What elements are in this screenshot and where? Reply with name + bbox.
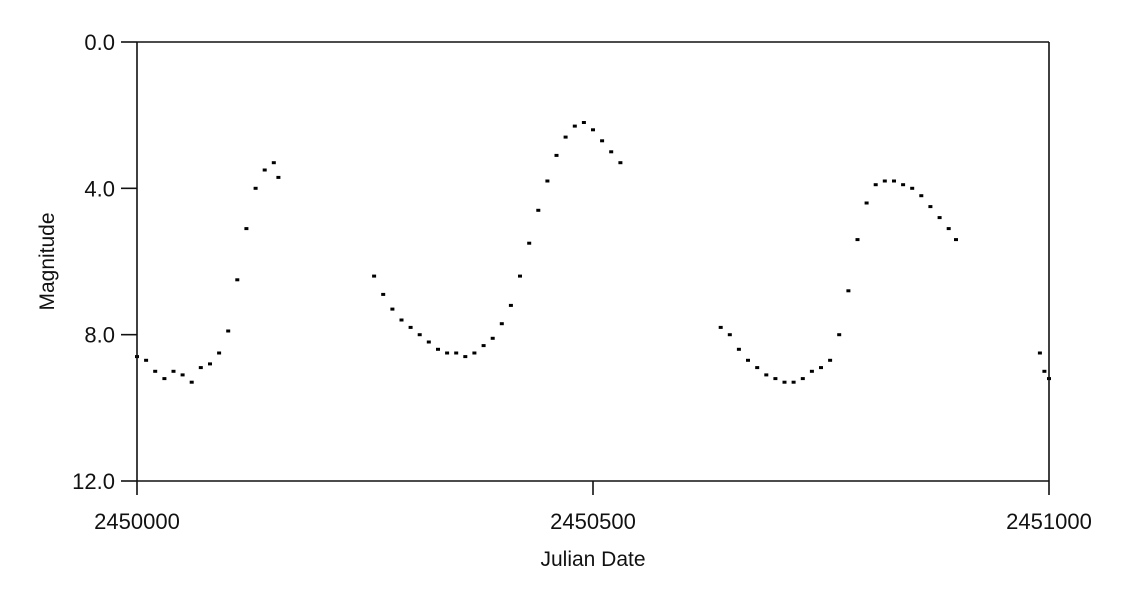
data-point [262,168,267,172]
y-axis-title: Magnitude [36,212,59,310]
data-point [600,139,605,143]
data-point [855,238,860,242]
data-point [572,124,577,128]
data-point [846,289,851,293]
data-point [618,161,623,165]
x-tick-label: 2450000 [94,509,180,534]
data-point [828,358,833,362]
data-point [490,336,495,340]
data-point [819,366,823,370]
data-point [472,351,477,355]
data-point [563,135,568,139]
data-point [454,351,459,355]
data-point [892,179,896,183]
data-point [481,344,486,348]
data-point [226,329,231,333]
data-point [372,274,377,278]
data-point [399,318,404,322]
data-point [271,161,276,165]
data-point [235,278,240,282]
data-point [217,351,222,355]
data-point [581,121,586,124]
data-points [135,121,1051,384]
data-point [189,380,194,384]
data-point [408,325,413,329]
data-point [463,355,468,359]
data-point [901,183,906,187]
data-point [727,333,732,337]
x-axis-title: Julian Date [540,548,645,571]
data-point [773,377,778,381]
data-point [390,307,395,311]
data-point [736,347,741,351]
y-tick-label: 0.0 [84,30,115,55]
y-tick-label: 4.0 [84,176,115,201]
data-point [1042,369,1047,373]
y-tick-label: 12.0 [72,469,115,494]
data-point [244,227,249,231]
data-point [954,238,958,242]
data-point [276,175,281,179]
data-point [718,325,723,329]
data-point [381,292,386,296]
x-tick-label: 2451000 [1006,509,1092,534]
data-point [426,340,431,344]
data-point [144,358,149,362]
data-point [746,358,750,362]
data-point [800,377,805,381]
data-point [417,333,422,337]
data-point [1037,351,1042,355]
data-point [864,201,869,205]
data-point [198,366,203,370]
data-point [518,274,522,278]
data-point [536,208,541,212]
y-tick-label: 8.0 [84,323,115,348]
data-point [919,194,924,198]
data-point [171,369,176,373]
data-point [809,369,814,373]
data-point [755,366,760,370]
data-point [764,373,769,377]
data-point [162,377,167,381]
data-point [253,186,258,190]
data-point [591,128,595,132]
data-point [153,369,158,373]
data-point [554,153,559,157]
data-point [937,216,942,220]
data-point [180,373,185,377]
data-point [527,241,532,245]
data-point [946,227,951,231]
data-point [873,183,878,187]
data-point [208,362,212,366]
data-point [910,186,915,190]
data-point [928,205,933,209]
data-point [882,179,887,183]
data-point [791,380,796,384]
data-point [436,347,440,351]
data-point [499,322,504,326]
data-point [782,380,787,384]
data-point [609,150,614,154]
data-point [837,333,842,337]
axis-ticks: 0.0 4.0 8.0 12.0 2450000 2450500 2451000 [72,30,1092,534]
plot-frame [136,41,1050,482]
data-point [445,351,450,355]
data-point [508,303,513,307]
data-point [545,179,550,183]
x-tick-label: 2450500 [550,509,636,534]
